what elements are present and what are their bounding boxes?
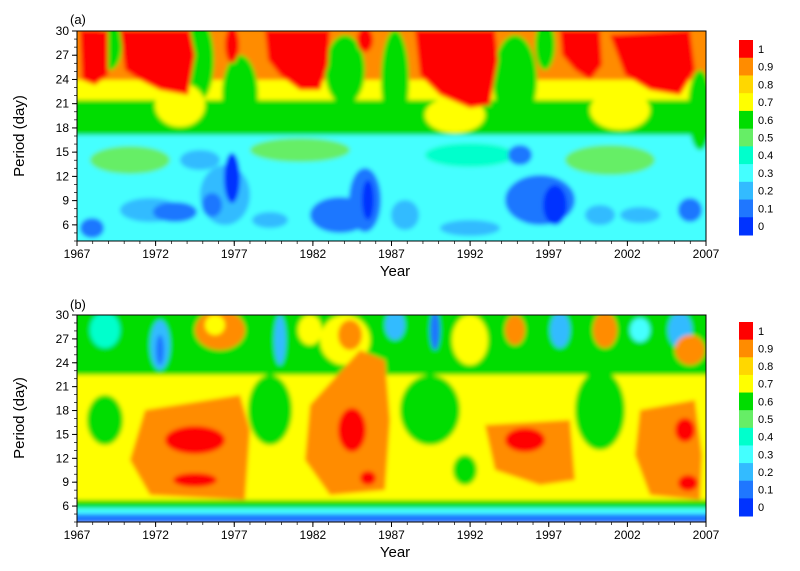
colorbar-label: 0 <box>758 502 764 514</box>
colorbar-swatch <box>739 392 753 411</box>
x-tick-label: 2002 <box>614 528 641 542</box>
y-tick-label: 27 <box>56 332 70 346</box>
colorbar-label: 0.7 <box>758 97 773 109</box>
panel-a: 6 9 12 15 18 21 24 27 30 1967 1972 1977 1982 1987 199… <box>11 12 773 280</box>
y-tick-label: 27 <box>56 48 70 62</box>
colorbar-label: 0.6 <box>758 115 773 127</box>
colorbar-swatch <box>739 199 753 218</box>
x-tick-label: 2002 <box>614 247 641 261</box>
colorbar-swatch <box>739 463 753 482</box>
x-tick-label: 2007 <box>693 528 720 542</box>
y-tick-label: 12 <box>56 451 70 465</box>
y-tick-label: 18 <box>56 404 70 418</box>
x-tick-label: 1987 <box>378 247 405 261</box>
x-axis-label-b: Year <box>380 544 410 561</box>
colorbar-label: 0.1 <box>758 485 773 497</box>
colorbar-label: 0.4 <box>758 150 773 162</box>
y-tick-label: 30 <box>56 24 70 38</box>
colorbar-label: 1 <box>758 44 764 56</box>
y-ticks-a: 6 9 12 15 18 21 24 27 30 <box>56 24 77 242</box>
colorbar-swatch <box>739 181 753 201</box>
colorbar-label: 0.1 <box>758 203 773 215</box>
heatmap-b <box>77 315 706 522</box>
y-tick-label: 9 <box>62 194 69 208</box>
x-tick-label: 2007 <box>693 247 720 261</box>
heatmap-a <box>77 31 706 241</box>
colorbar-label: 0.2 <box>758 186 773 198</box>
colorbar-label: 0.6 <box>758 396 773 408</box>
colorbar-swatch <box>739 217 753 236</box>
colorbar-b: 1 0.9 0.8 0.7 0.6 0.5 0.4 0.3 0.2 0.1 0 <box>739 322 773 517</box>
x-tick-label: 1967 <box>64 528 91 542</box>
y-tick-label: 30 <box>56 308 70 322</box>
colorbar-label: 0 <box>758 221 764 233</box>
colorbar-swatch <box>739 57 753 76</box>
colorbar-label: 0.2 <box>758 467 773 479</box>
colorbar-swatch <box>739 339 753 358</box>
x-tick-label: 1997 <box>535 247 562 261</box>
colorbar-swatch <box>739 480 753 499</box>
colorbar-swatch <box>739 357 753 376</box>
colorbar-label: 0.8 <box>758 79 773 91</box>
colorbar-label: 0.8 <box>758 361 773 373</box>
x-tick-label: 1982 <box>300 247 327 261</box>
colorbar-swatch <box>739 146 753 165</box>
x-tick-label: 1992 <box>457 247 484 261</box>
y-axis-label-a: Period (day) <box>11 95 28 177</box>
x-tick-label: 1977 <box>221 247 248 261</box>
y-tick-label: 21 <box>56 97 70 111</box>
panel-label-b: (b) <box>70 297 86 312</box>
x-tick-label: 1972 <box>142 528 169 542</box>
colorbar-swatch <box>739 93 753 112</box>
x-ticks-b: 1967 1972 1977 1982 1987 1992 1997 2002 2007 <box>64 522 720 542</box>
x-tick-label: 1977 <box>221 528 248 542</box>
panel-b: 6 9 12 15 18 21 24 27 30 1967 1972 1977 1982 1987 199… <box>11 297 773 561</box>
y-axis-label-b: Period (day) <box>11 377 28 459</box>
colorbar-swatch <box>739 374 753 394</box>
colorbar-label: 0.7 <box>758 379 773 391</box>
y-tick-label: 12 <box>56 169 70 183</box>
y-tick-label: 6 <box>62 499 69 513</box>
colorbar-swatch <box>739 128 753 147</box>
colorbar-swatch <box>739 498 753 517</box>
x-axis-label-a: Year <box>380 263 410 280</box>
y-tick-label: 15 <box>56 145 70 159</box>
colorbar-swatch <box>739 75 753 94</box>
y-tick-label: 24 <box>56 72 70 86</box>
x-tick-label: 1992 <box>457 528 484 542</box>
colorbar-a: 1 0.9 0.8 0.7 0.6 0.5 0.4 0.3 0.2 0.1 0 <box>739 40 773 236</box>
colorbar-label: 0.5 <box>758 133 773 145</box>
x-ticks-a: 1967 1972 1977 1982 1987 1992 1997 2002 2007 <box>64 241 720 261</box>
x-tick-label: 1982 <box>300 528 327 542</box>
colorbar-label: 0.4 <box>758 432 773 444</box>
y-tick-label: 15 <box>56 427 70 441</box>
y-tick-label: 18 <box>56 121 70 135</box>
colorbar-swatch <box>739 410 753 429</box>
colorbar-label: 0.3 <box>758 168 773 180</box>
y-ticks-b: 6 9 12 15 18 21 24 27 30 <box>56 308 77 523</box>
x-tick-label: 1987 <box>378 528 405 542</box>
x-tick-label: 1972 <box>142 247 169 261</box>
colorbar-label: 0.9 <box>758 343 773 355</box>
y-tick-label: 9 <box>62 475 69 489</box>
colorbar-swatch <box>739 164 753 183</box>
colorbar-swatch <box>739 445 753 464</box>
colorbar-swatch <box>739 427 753 446</box>
colorbar-label: 1 <box>758 326 764 338</box>
colorbar-label: 0.9 <box>758 62 773 74</box>
y-tick-label: 6 <box>62 218 69 232</box>
panel-label-a: (a) <box>70 12 86 27</box>
y-tick-label: 21 <box>56 380 70 394</box>
colorbar-swatch <box>739 110 753 130</box>
x-tick-label: 1997 <box>535 528 562 542</box>
colorbar-label: 0.3 <box>758 449 773 461</box>
y-tick-label: 24 <box>56 356 70 370</box>
colorbar-swatch <box>739 322 753 341</box>
x-tick-label: 1967 <box>64 247 91 261</box>
colorbar-label: 0.5 <box>758 414 773 426</box>
colorbar-swatch <box>739 40 753 59</box>
